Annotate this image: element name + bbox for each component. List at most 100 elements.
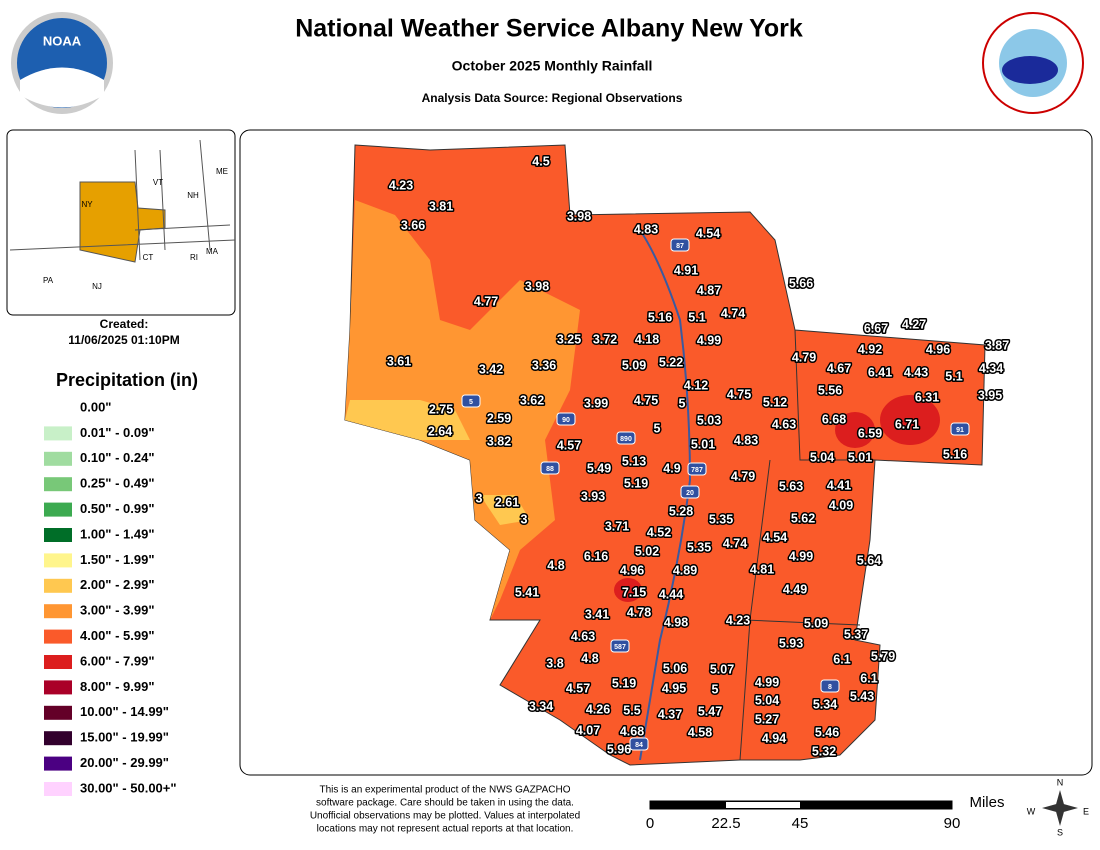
legend-label: 0.25" - 0.49" — [80, 476, 154, 491]
legend-label: 1.00" - 1.49" — [80, 526, 154, 541]
legend-swatch — [44, 553, 72, 568]
station-value: 4.44 — [659, 587, 683, 601]
station-value: 5.06 — [663, 661, 687, 675]
legend-label: 8.00" - 9.99" — [80, 679, 154, 694]
station-value: 4.81 — [750, 562, 774, 576]
highway-shield — [680, 485, 700, 499]
station-value: 5.12 — [763, 395, 787, 409]
station-value: 4.58 — [688, 725, 712, 739]
highway-number: 88 — [546, 466, 554, 473]
station-value: 5.22 — [659, 355, 683, 369]
station-value: 4.63 — [772, 417, 796, 431]
station-value: 4.8 — [547, 558, 564, 572]
region-6to8 — [880, 395, 940, 445]
station-value: 6.16 — [584, 549, 608, 563]
station-value: 5.01 — [848, 450, 872, 464]
legend-swatch — [44, 502, 72, 517]
highway-number: 90 — [562, 417, 570, 424]
compass-letter: W — [1027, 806, 1036, 816]
station-value: 5.47 — [698, 704, 722, 718]
station-value: 3.93 — [581, 489, 605, 503]
station-value: 4.57 — [557, 438, 581, 452]
inset-borders — [9, 139, 236, 261]
station-value: 6.41 — [868, 365, 892, 379]
station-value: 4.68 — [620, 724, 644, 738]
station-value: 4.07 — [576, 723, 600, 737]
station-value: 4.78 — [627, 605, 651, 619]
region-2to3 — [480, 495, 530, 525]
station-value: 5.64 — [857, 553, 881, 567]
station-value: 4.18 — [635, 332, 659, 346]
station-value: 3.66 — [401, 218, 425, 232]
station-value: 4.98 — [664, 615, 688, 629]
inset-label: NH — [187, 191, 199, 200]
highway-shield — [616, 431, 636, 445]
station-value: 5 — [679, 396, 686, 410]
highway-number: 84 — [635, 742, 643, 749]
station-value: 4.57 — [566, 681, 590, 695]
station-value: 5.07 — [710, 662, 734, 676]
station-value: 6.1 — [833, 652, 850, 666]
scale-bar-segment — [726, 802, 800, 808]
compass-letter: S — [1057, 827, 1063, 837]
station-value: 5.66 — [789, 276, 813, 290]
station-value: 3.95 — [978, 388, 1002, 402]
region-2to3 — [345, 400, 470, 440]
station-value: 5.35 — [709, 512, 733, 526]
station-value: 5.16 — [648, 310, 672, 324]
highway-shield — [950, 422, 970, 436]
highway-number: 890 — [620, 436, 632, 443]
legend-label: 0.10" - 0.24" — [80, 450, 154, 465]
noaa-label: NOAA — [43, 33, 82, 48]
station-value: 4.91 — [674, 263, 698, 277]
station-value: 4.74 — [721, 306, 745, 320]
station-value: 3.41 — [585, 607, 609, 621]
station-value: 3 — [521, 512, 528, 526]
station-value: 4.54 — [763, 530, 787, 544]
station-value: 3.62 — [520, 393, 544, 407]
region-6to8 — [614, 578, 642, 602]
station-value: 4.23 — [726, 613, 750, 627]
station-value: 5.28 — [669, 504, 693, 518]
state-border — [739, 329, 875, 761]
legend-label: 30.00" - 50.00+" — [80, 780, 177, 795]
legend-label: 0.00" — [80, 399, 111, 414]
legend-label: 0.01" - 0.09" — [80, 425, 154, 440]
scale-label: 90 — [944, 815, 961, 832]
created-date: 11/06/2025 01:10PM — [68, 333, 179, 347]
station-value: 5.04 — [810, 450, 834, 464]
legend-label: 6.00" - 7.99" — [80, 653, 154, 668]
station-value: 4.87 — [697, 283, 721, 297]
station-value: 3.42 — [479, 362, 503, 376]
inset-label: NY — [81, 200, 93, 209]
station-value: 3.98 — [567, 209, 591, 223]
nws-logo-cloud — [1002, 56, 1058, 84]
station-value: 5.04 — [755, 693, 779, 707]
station-value: 4.94 — [762, 731, 786, 745]
station-value: 4.12 — [684, 378, 708, 392]
station-value: 4.63 — [571, 629, 595, 643]
station-value: 6.68 — [822, 412, 846, 426]
legend-title: Precipitation (in) — [56, 370, 198, 390]
station-value: 6.1 — [860, 671, 877, 685]
disclaimer-line: locations may not represent actual repor… — [317, 824, 574, 835]
station-value: 5.56 — [818, 383, 842, 397]
station-value: 4.99 — [697, 333, 721, 347]
disclaimer-line: This is an experimental product of the N… — [319, 785, 570, 796]
highway-number: 87 — [676, 243, 684, 250]
station-value: 5.09 — [622, 358, 646, 372]
inset-label: VT — [153, 178, 163, 187]
compass-letter: E — [1083, 806, 1089, 816]
legend-label: 20.00" - 29.99" — [80, 755, 169, 770]
station-value: 6.71 — [895, 417, 919, 431]
legend-swatch — [44, 528, 72, 542]
station-value: 5 — [712, 682, 719, 696]
station-value: 4.99 — [755, 675, 779, 689]
station-value: 5.19 — [612, 676, 636, 690]
legend-swatch — [44, 731, 72, 746]
station-value: 4.77 — [474, 294, 498, 308]
station-value: 3.71 — [605, 519, 629, 533]
station-value: 2.75 — [429, 402, 453, 416]
highway-shield — [610, 639, 630, 653]
river — [639, 229, 692, 761]
